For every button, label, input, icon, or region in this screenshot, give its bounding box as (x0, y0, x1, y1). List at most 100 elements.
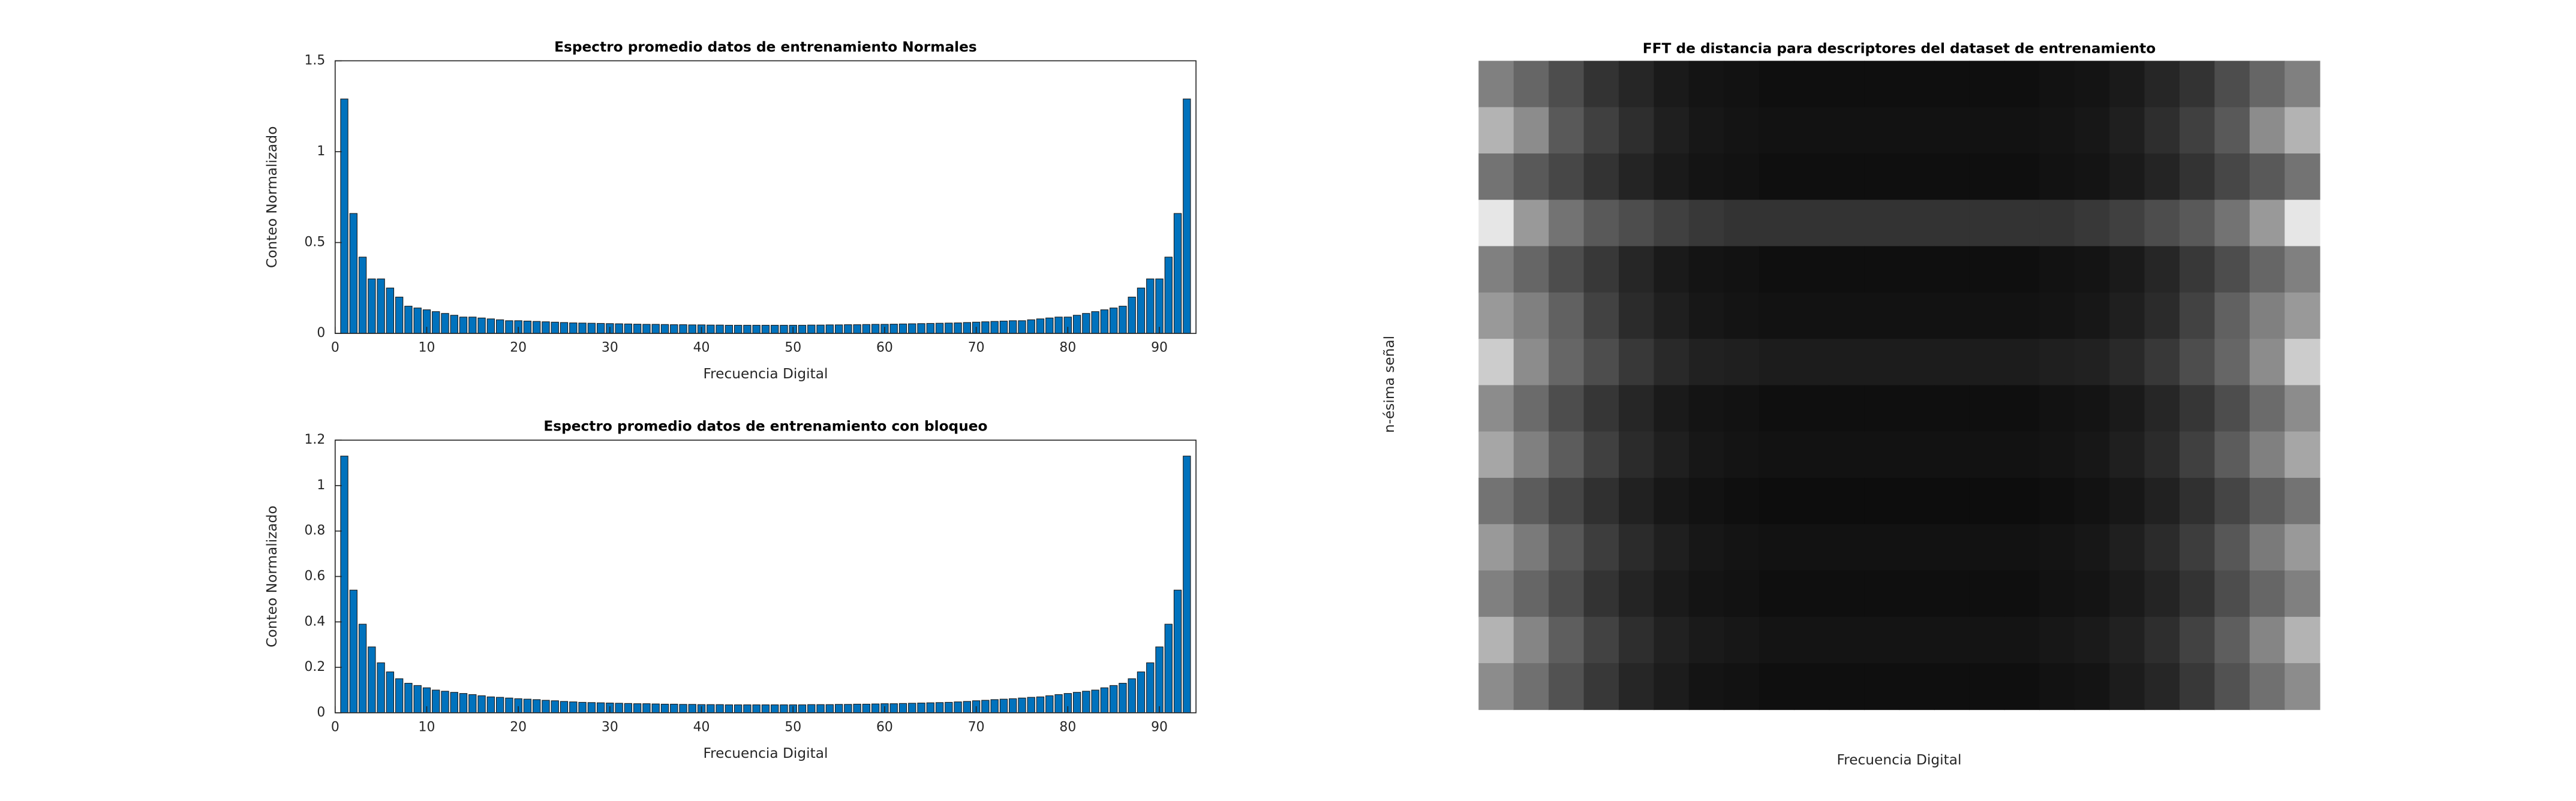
heatmap-cell (2285, 663, 2320, 710)
bar (917, 323, 925, 334)
x-tick-label: 10 (419, 341, 435, 356)
heatmap-cell (1794, 61, 1830, 108)
bar (441, 691, 449, 713)
heatmap-cell (2144, 616, 2180, 664)
bar (349, 213, 357, 334)
y-tick-label: 1 (317, 478, 325, 493)
heatmap-cell (1513, 61, 1549, 108)
bar (1009, 320, 1017, 334)
bar (505, 320, 513, 334)
bar (844, 704, 852, 713)
bar (486, 318, 495, 334)
heatmap-cell (1934, 385, 1970, 432)
heatmap-cell (1829, 570, 1865, 618)
bar (642, 703, 651, 713)
heatmap-cell (1478, 153, 1514, 201)
bar (945, 701, 953, 713)
heatmap-cell (1759, 431, 1795, 478)
heatmap-cell (1618, 153, 1655, 201)
heatmap-cell (2285, 385, 2320, 432)
heatmap-cell (1654, 477, 1690, 525)
bar (569, 701, 578, 713)
heatmap-cell (1759, 570, 1795, 618)
heatmap-cell (1513, 616, 1549, 664)
heatmap-cell (1759, 292, 1795, 339)
chart-title: Espectro promedio datos de entrenamiento… (543, 418, 987, 435)
heatmap-cell (1478, 200, 1514, 247)
bar (807, 704, 816, 713)
heatmap-cell (2249, 153, 2286, 201)
y-tick-label: 0.6 (305, 569, 326, 584)
bar (981, 700, 990, 713)
heatmap-cell (2249, 663, 2286, 710)
heatmap-cell (1654, 524, 1690, 571)
heatmap-cell (1549, 153, 1585, 201)
x-tick-label: 60 (876, 720, 893, 735)
bar (560, 322, 569, 334)
heatmap-cell (1794, 246, 1830, 293)
bar (395, 296, 404, 334)
heatmap-cell (1864, 107, 1900, 154)
heatmap-cell (2249, 524, 2286, 571)
x-tick-label: 90 (1151, 720, 1168, 735)
heatmap-cell (1549, 663, 1585, 710)
axes-box (334, 439, 1197, 713)
bar (542, 321, 550, 334)
y-tick-label: 1 (317, 144, 325, 159)
bar (633, 703, 642, 713)
heatmap-cell (1899, 570, 1935, 618)
x-tick-label: 60 (876, 341, 893, 356)
heatmap-cell (1794, 616, 1830, 664)
heatmap-cell (1688, 616, 1725, 664)
x-tick-label: 20 (510, 341, 527, 356)
x-tick-label: 40 (693, 720, 710, 735)
heatmap-cell (1688, 431, 1725, 478)
bar (1173, 213, 1182, 334)
heatmap-cell (2109, 663, 2145, 710)
heatmap-cell (1794, 570, 1830, 618)
heatmap-cell (2285, 153, 2320, 201)
heatmap-cell (1934, 246, 1970, 293)
y-tick-label: 1.5 (305, 53, 326, 68)
bar (825, 324, 834, 334)
bar (679, 704, 687, 713)
bar (386, 671, 395, 713)
heatmap-cell (2109, 153, 2145, 201)
heatmap-cell (1549, 616, 1585, 664)
bar (413, 685, 422, 713)
bar (1164, 257, 1173, 334)
y-tick-label: 0.8 (305, 523, 326, 538)
bar (945, 323, 953, 334)
heatmap-cell (2039, 477, 2075, 525)
heatmap-cell (1969, 477, 2005, 525)
heatmap-cell (1549, 339, 1585, 386)
heatmap-cell (1759, 246, 1795, 293)
bar (761, 324, 770, 334)
bar (1100, 309, 1109, 334)
heatmap-cell (1654, 663, 1690, 710)
heatmap-cell (2144, 431, 2180, 478)
heatmap-cell (1478, 385, 1514, 432)
heatmap-cell (2074, 431, 2110, 478)
bar (908, 323, 916, 334)
bar (441, 313, 449, 334)
bar (954, 701, 962, 713)
bar (1128, 296, 1136, 334)
bar (752, 704, 761, 713)
heatmap-cell (2144, 61, 2180, 108)
bar (688, 324, 696, 334)
bar (495, 319, 504, 334)
heatmap-cell (1513, 663, 1549, 710)
heatmap-cell (1688, 477, 1725, 525)
heatmap-cell (1549, 246, 1585, 293)
heatmap-cell (1934, 524, 1970, 571)
heatmap-cell (1549, 292, 1585, 339)
bar (1183, 98, 1191, 334)
heatmap-cell (2249, 385, 2286, 432)
heatmap-cell (1654, 431, 1690, 478)
heatmap-cell (1759, 616, 1795, 664)
heatmap-cell (2285, 200, 2320, 247)
heatmap-cell (2109, 246, 2145, 293)
heatmap-cell (2004, 246, 2040, 293)
heatmap-cell (1934, 570, 1970, 618)
